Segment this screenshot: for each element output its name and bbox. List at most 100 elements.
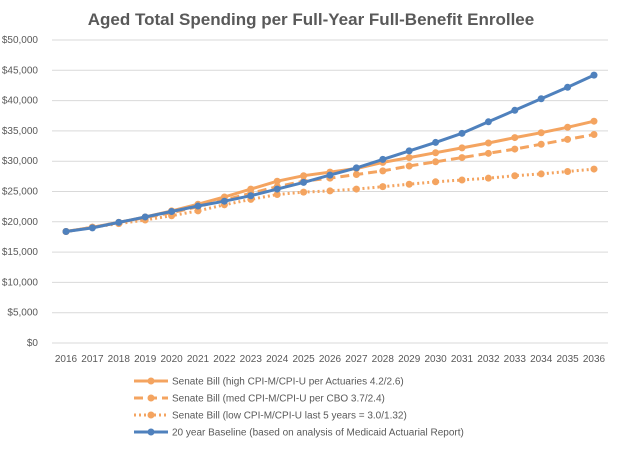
data-point xyxy=(484,118,492,126)
x-tick-label: 2029 xyxy=(398,354,421,365)
data-point xyxy=(300,188,308,196)
legend-label: Senate Bill (high CPI-M/CPI-U per Actuar… xyxy=(172,377,404,388)
data-point xyxy=(484,149,492,157)
data-point xyxy=(405,147,413,155)
y-tick-label: $20,000 xyxy=(2,217,39,228)
legend-entry: Senate Bill (low CPI-M/CPI-U last 5 year… xyxy=(134,411,407,422)
data-point xyxy=(590,165,598,173)
y-tick-label: $40,000 xyxy=(2,96,39,107)
x-tick-label: 2023 xyxy=(240,354,263,365)
legend-marker xyxy=(147,377,155,385)
data-point xyxy=(511,145,519,153)
x-tick-label: 2036 xyxy=(583,354,606,365)
data-point xyxy=(194,202,202,210)
x-tick-label: 2035 xyxy=(556,354,579,365)
data-point xyxy=(194,207,202,215)
series-4 xyxy=(62,71,598,235)
x-tick-label: 2026 xyxy=(319,354,342,365)
x-tick-label: 2020 xyxy=(160,354,183,365)
data-point xyxy=(537,170,545,178)
y-tick-label: $0 xyxy=(27,338,39,349)
data-point xyxy=(300,178,308,186)
data-point xyxy=(405,180,413,188)
x-tick-label: 2028 xyxy=(372,354,395,365)
legend-entry: 20 year Baseline (based on analysis of M… xyxy=(134,428,464,439)
x-tick-label: 2019 xyxy=(134,354,157,365)
data-point xyxy=(273,185,281,193)
data-point xyxy=(590,117,598,125)
x-tick-label: 2027 xyxy=(345,354,368,365)
data-point xyxy=(564,83,572,91)
x-tick-label: 2024 xyxy=(266,354,289,365)
data-point xyxy=(379,183,387,191)
data-point xyxy=(432,138,440,146)
data-point xyxy=(432,158,440,166)
x-tick-label: 2016 xyxy=(55,354,78,365)
x-axis-ticks: 2016 2017 2018 2019 2020 2021 2022 2023 2024 2025… xyxy=(55,354,606,365)
data-point xyxy=(352,171,360,179)
legend-entry: Senate Bill (med CPI-M/CPI-U per CBO 3.7… xyxy=(134,394,385,405)
data-point xyxy=(432,178,440,186)
series-line xyxy=(65,73,595,233)
data-point xyxy=(405,162,413,170)
data-point xyxy=(141,213,149,221)
data-point xyxy=(484,139,492,147)
data-point xyxy=(326,171,334,179)
legend: Senate Bill (high CPI-M/CPI-U per Actuar… xyxy=(134,377,464,439)
data-point xyxy=(564,135,572,143)
data-point xyxy=(88,224,96,232)
data-point xyxy=(537,95,545,103)
data-point xyxy=(537,140,545,148)
data-point xyxy=(379,155,387,163)
data-point xyxy=(432,149,440,157)
x-tick-label: 2021 xyxy=(187,354,210,365)
data-point xyxy=(511,172,519,180)
data-point xyxy=(273,191,281,199)
y-tick-label: $45,000 xyxy=(2,65,39,76)
y-tick-label: $5,000 xyxy=(7,308,38,319)
x-tick-label: 2034 xyxy=(530,354,553,365)
data-point xyxy=(564,123,572,131)
y-tick-label: $10,000 xyxy=(2,277,39,288)
data-point xyxy=(511,106,519,114)
data-point xyxy=(458,154,466,162)
data-point xyxy=(326,187,334,195)
y-tick-label: $30,000 xyxy=(2,156,39,167)
x-tick-label: 2032 xyxy=(477,354,500,365)
legend-entry: Senate Bill (high CPI-M/CPI-U per Actuar… xyxy=(134,377,404,388)
x-tick-label: 2017 xyxy=(81,354,104,365)
legend-marker xyxy=(147,411,155,419)
x-tick-label: 2018 xyxy=(108,354,131,365)
y-tick-label: $15,000 xyxy=(2,247,39,258)
data-point xyxy=(379,167,387,175)
x-tick-label: 2022 xyxy=(213,354,236,365)
data-point xyxy=(458,176,466,184)
data-point xyxy=(168,207,176,215)
legend-label: Senate Bill (low CPI-M/CPI-U last 5 year… xyxy=(172,411,407,422)
data-point xyxy=(405,154,413,162)
series-group xyxy=(62,71,598,235)
legend-label: Senate Bill (med CPI-M/CPI-U per CBO 3.7… xyxy=(172,394,385,405)
y-axis-ticks: $0 $5,000 $10,000 $15,000 $20,000 $25,000 $30,… xyxy=(2,35,39,349)
data-point xyxy=(273,177,281,185)
data-point xyxy=(458,144,466,152)
chart-title: Aged Total Spending per Full-Year Full-B… xyxy=(88,10,534,29)
data-point xyxy=(300,172,308,180)
data-point xyxy=(458,129,466,137)
data-point xyxy=(220,197,228,205)
data-point xyxy=(590,71,598,79)
data-point xyxy=(564,168,572,176)
data-point xyxy=(537,129,545,137)
legend-label: 20 year Baseline (based on analysis of M… xyxy=(172,428,464,439)
x-tick-label: 2030 xyxy=(424,354,447,365)
x-tick-label: 2031 xyxy=(451,354,474,365)
data-point xyxy=(511,134,519,142)
data-point xyxy=(115,218,123,226)
data-point xyxy=(247,192,255,200)
legend-marker xyxy=(147,394,155,402)
legend-marker xyxy=(147,428,155,436)
data-point xyxy=(352,164,360,172)
y-tick-label: $35,000 xyxy=(2,126,39,137)
data-point xyxy=(484,174,492,182)
